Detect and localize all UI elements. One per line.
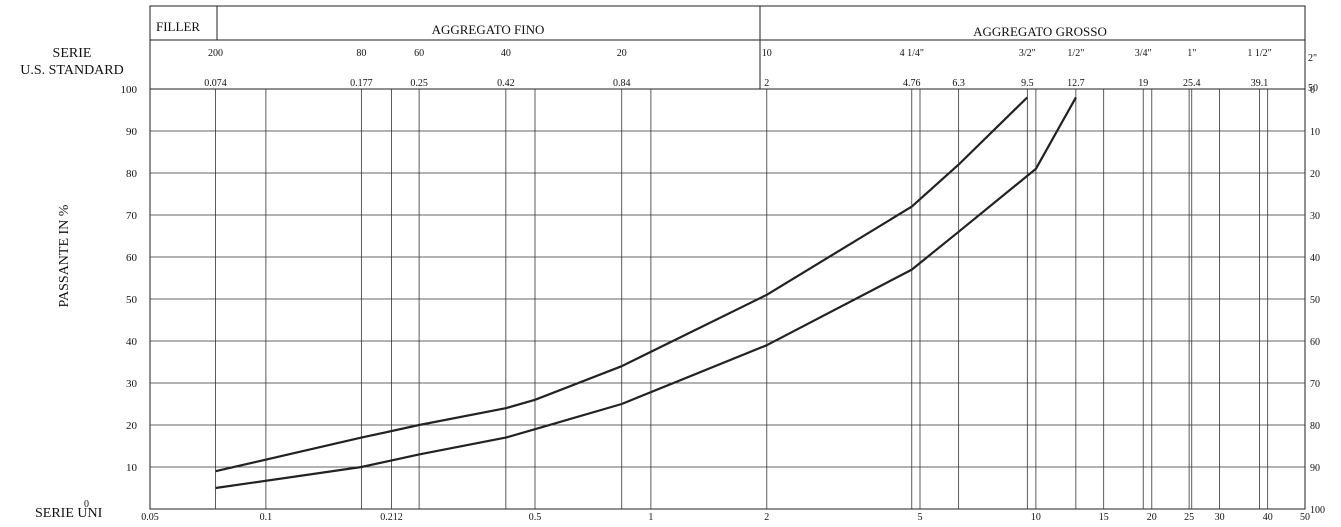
x-tick-label: 10	[1031, 512, 1041, 523]
header-fine: AGGREGATO FINO	[432, 22, 545, 37]
y-tick-label: 40	[126, 336, 138, 348]
grading-curves	[215, 96, 1077, 490]
upper-grading-curve	[215, 96, 1029, 473]
sieve-number-label: 20	[617, 48, 627, 59]
x-tick-label: 15	[1099, 512, 1109, 523]
serie-uni-label: SERIE UNI	[35, 506, 103, 521]
sieve-mm-label: 19	[1138, 78, 1148, 89]
right-tick-label: 30	[1310, 211, 1320, 222]
right-tick-label: 90	[1310, 463, 1320, 474]
x-ticks: 0.05 0.1 0.212 0.5 1 2 5 10 15 20 25 30 40 50	[141, 512, 1310, 523]
sieve-mm-label: 0.177	[350, 78, 373, 89]
sieve-mm-label: 39.1	[1251, 78, 1269, 89]
right-top-inch-label: 2"	[1308, 53, 1317, 64]
sieve-mm-label: 0.42	[497, 78, 515, 89]
x-tick-label: 5	[918, 512, 923, 523]
x-tick-label: 0.1	[260, 512, 273, 523]
right-tick-label: 10	[1310, 127, 1320, 138]
y-tick-label: 20	[126, 420, 138, 432]
sieve-mm-label: 9.5	[1021, 78, 1034, 89]
grid	[150, 89, 1305, 509]
y-tick-label: 10	[126, 462, 138, 474]
sieve-number-label: 40	[501, 48, 511, 59]
sieve-mm-label: 0.25	[410, 78, 428, 89]
y-ticks: 0 10 20 30 40 50 60 70 80 90 100 0 10 20 30 40 50 60 70 80 9…	[84, 84, 1325, 516]
sieve-mm-label: 2	[764, 78, 769, 89]
serie-label: SERIE	[53, 46, 92, 61]
sieve-mm-label: 12.7	[1067, 78, 1085, 89]
x-tick-label: 1	[648, 512, 653, 523]
x-tick-label: 25	[1184, 512, 1194, 523]
x-tick-label: 40	[1263, 512, 1273, 523]
sieve-mm-label: 0.84	[613, 78, 631, 89]
header-box	[149, 5, 1306, 90]
sieve-number-label: 10	[762, 48, 772, 59]
y-tick-label: 100	[121, 84, 138, 96]
sieve-number-label: 1 1/2"	[1247, 48, 1271, 59]
x-tick-label: 20	[1147, 512, 1157, 523]
y-tick-label: 90	[126, 126, 138, 138]
right-tick-label: 50	[1310, 295, 1320, 306]
right-tick-label: 60	[1310, 337, 1320, 348]
x-tick-label: 0.212	[380, 512, 403, 523]
sieve-number-label: 60	[414, 48, 424, 59]
y-tick-label: 30	[126, 378, 138, 390]
right-tick-label: 100	[1310, 505, 1325, 516]
y-axis-title: PASSANTE IN %	[57, 204, 72, 307]
x-tick-label: 50	[1300, 512, 1310, 523]
sieve-number-label: 80	[356, 48, 366, 59]
sieve-mm-label: 4.76	[903, 78, 921, 89]
header-coarse: AGGREGATO GROSSO	[973, 24, 1107, 39]
x-tick-label: 0.5	[529, 512, 542, 523]
y-tick-label: 70	[126, 210, 138, 222]
lower-grading-curve	[215, 96, 1077, 490]
right-tick-label: 40	[1310, 253, 1320, 264]
right-tick-label: 0	[1310, 85, 1315, 96]
y-tick-label: 60	[126, 252, 138, 264]
x-tick-label: 2	[764, 512, 769, 523]
header-filler: FILLER	[156, 19, 200, 34]
sieve-number-label: 200	[208, 48, 223, 59]
sieve-number-label: 1"	[1187, 48, 1196, 59]
sieve-labels: 200 0.074 80 0.177 60 0.25 40 0.42 20 0.84 10 2 4 1/…	[204, 48, 1271, 89]
sieve-number-label: 3/2"	[1019, 48, 1036, 59]
sieve-mm-label: 25.4	[1183, 78, 1201, 89]
header-band: FILLER AGGREGATO FINO AGGREGATO GROSSO	[149, 5, 1306, 90]
y-tick-label: 0	[84, 499, 89, 510]
sieve-number-label: 3/4"	[1135, 48, 1152, 59]
sieve-mm-label: 6.3	[952, 78, 965, 89]
us-standard-label: U.S. STANDARD	[20, 63, 124, 78]
sieve-number-label: 4 1/4"	[900, 48, 924, 59]
x-tick-label: 30	[1215, 512, 1225, 523]
y-tick-label: 50	[126, 294, 138, 306]
right-top-mm-label: 50	[1308, 83, 1318, 94]
x-tick-label: 0.05	[141, 512, 159, 523]
right-tick-label: 20	[1310, 169, 1320, 180]
right-tick-label: 70	[1310, 379, 1320, 390]
sieve-number-label: 1/2"	[1067, 48, 1084, 59]
right-tick-label: 80	[1310, 421, 1320, 432]
sieve-mm-label: 0.074	[204, 78, 227, 89]
y-tick-label: 80	[126, 168, 138, 180]
